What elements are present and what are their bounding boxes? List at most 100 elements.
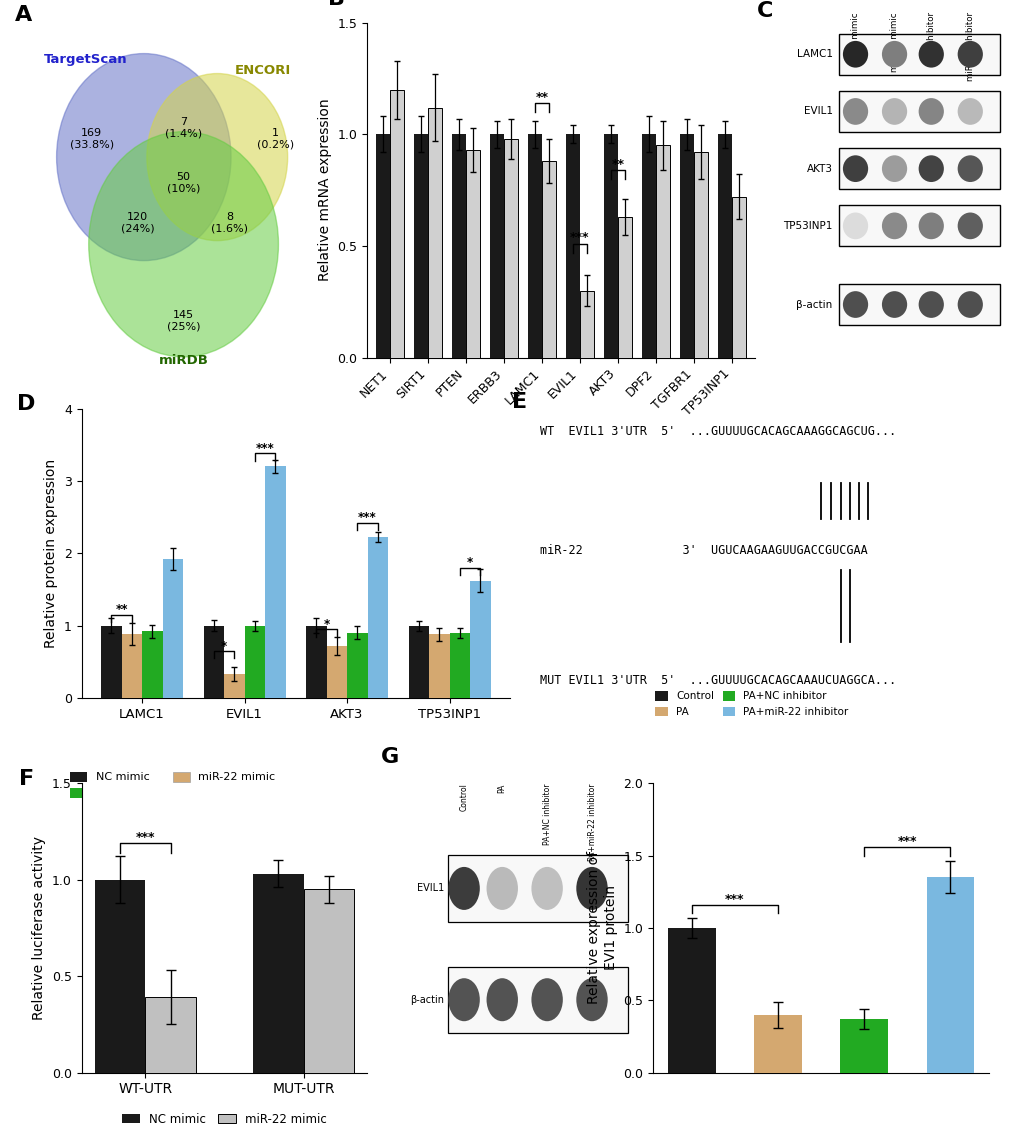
Text: 120
(24%): 120 (24%) [121, 211, 154, 234]
Bar [641, 134, 655, 358]
Ellipse shape [576, 867, 607, 910]
Text: 7
(1.4%): 7 (1.4%) [165, 117, 202, 138]
Text: C: C [756, 1, 772, 20]
Circle shape [89, 132, 278, 356]
Bar [470, 581, 490, 698]
Bar [413, 134, 428, 358]
Bar [367, 537, 387, 698]
Text: ***: *** [256, 442, 274, 455]
Ellipse shape [486, 978, 518, 1022]
Circle shape [147, 74, 287, 241]
Ellipse shape [918, 292, 943, 318]
Ellipse shape [881, 212, 906, 239]
Legend: NC mimic, NC inhibitor, miR-22 mimic, miR-22 inhibitor: NC mimic, NC inhibitor, miR-22 mimic, mi… [65, 767, 291, 804]
Text: 8
(1.6%): 8 (1.6%) [211, 211, 248, 234]
Bar [449, 633, 470, 698]
Bar [375, 134, 389, 358]
Legend: NC mimic, miR-22 mimic: NC mimic, miR-22 mimic [117, 1108, 331, 1130]
Bar [145, 998, 196, 1073]
Bar [253, 874, 304, 1073]
Text: **: ** [115, 604, 127, 616]
Ellipse shape [842, 292, 867, 318]
Bar [679, 134, 693, 358]
Bar [667, 928, 714, 1073]
Bar [926, 877, 973, 1073]
Text: PA+miR-22 inhibitor: PA+miR-22 inhibitor [587, 783, 596, 860]
Text: β-actin: β-actin [410, 994, 443, 1004]
Text: ***: *** [897, 835, 916, 848]
Ellipse shape [531, 978, 562, 1022]
Ellipse shape [531, 867, 562, 910]
Y-axis label: Relative expression of
EVI1 protein: Relative expression of EVI1 protein [587, 851, 616, 1004]
Bar [732, 196, 746, 358]
Ellipse shape [448, 978, 479, 1022]
Text: TP53INP1: TP53INP1 [783, 221, 832, 230]
Text: miR-22 inhibitor: miR-22 inhibitor [965, 12, 974, 81]
Text: *: * [467, 556, 473, 570]
Bar [503, 138, 518, 358]
Ellipse shape [881, 41, 906, 68]
Text: ***: *** [358, 512, 377, 524]
Y-axis label: Relative luciferase activity: Relative luciferase activity [33, 835, 46, 1020]
Bar [101, 625, 121, 698]
Ellipse shape [842, 212, 867, 239]
Text: NC mimic: NC mimic [850, 12, 859, 53]
Bar [409, 625, 429, 698]
Bar [839, 205, 1000, 246]
Ellipse shape [918, 155, 943, 182]
Circle shape [56, 53, 230, 261]
Bar [489, 134, 503, 358]
Bar [541, 161, 556, 358]
Bar [304, 890, 354, 1073]
Bar [142, 631, 162, 698]
Text: AKT3: AKT3 [806, 163, 832, 174]
Ellipse shape [576, 978, 607, 1022]
Text: ***: *** [725, 893, 744, 906]
Ellipse shape [957, 155, 982, 182]
Bar [693, 152, 708, 358]
Bar [429, 634, 449, 698]
Text: 145
(25%): 145 (25%) [167, 310, 200, 331]
Text: Control: Control [460, 783, 468, 812]
Bar [162, 560, 182, 698]
Text: MUT EVIL1 3'UTR  5'  ...GUUUUGCACAGCAAAUCUAGGCA...: MUT EVIL1 3'UTR 5' ...GUUUUGCACAGCAAAUCU… [539, 674, 895, 687]
Text: **: ** [611, 158, 624, 170]
Ellipse shape [881, 98, 906, 125]
Bar [448, 967, 628, 1033]
Y-axis label: Relative protein expression: Relative protein expression [44, 459, 58, 648]
Bar [839, 284, 1000, 325]
Bar [245, 625, 265, 698]
Text: 50
(10%): 50 (10%) [167, 171, 200, 193]
Bar [95, 880, 145, 1073]
Text: *: * [221, 639, 227, 653]
Text: TargetScan: TargetScan [44, 52, 127, 66]
Text: 169
(33.8%): 169 (33.8%) [69, 128, 114, 150]
Bar [840, 1019, 887, 1073]
Text: miR-22 mimic: miR-22 mimic [890, 12, 898, 72]
Legend: Control, PA, PA+NC inhibitor, PA+miR-22 inhibitor: Control, PA, PA+NC inhibitor, PA+miR-22 … [651, 687, 852, 721]
Text: EVIL1: EVIL1 [803, 107, 832, 117]
Text: WT  EVIL1 3'UTR  5'  ...GUUUUGCACAGCAAAGGCAGCUG...: WT EVIL1 3'UTR 5' ...GUUUUGCACAGCAAAGGCA… [539, 424, 895, 438]
Text: E: E [512, 393, 526, 412]
Bar [754, 1015, 801, 1073]
Bar [448, 856, 628, 922]
Text: G: G [381, 747, 398, 767]
Text: LAMC1: LAMC1 [796, 49, 832, 59]
Bar [839, 34, 1000, 75]
Ellipse shape [842, 98, 867, 125]
Text: *: * [323, 617, 329, 631]
Bar [618, 217, 632, 358]
Ellipse shape [918, 98, 943, 125]
Bar [121, 634, 142, 698]
Text: PA: PA [497, 783, 506, 792]
Ellipse shape [957, 98, 982, 125]
Text: NC inhibitor: NC inhibitor [926, 12, 934, 64]
Text: EVIL1: EVIL1 [416, 883, 443, 893]
Bar [839, 91, 1000, 132]
Ellipse shape [957, 212, 982, 239]
Bar [565, 134, 580, 358]
Text: A: A [15, 5, 33, 25]
Bar [716, 134, 732, 358]
Bar [265, 466, 285, 698]
Bar [580, 291, 594, 358]
